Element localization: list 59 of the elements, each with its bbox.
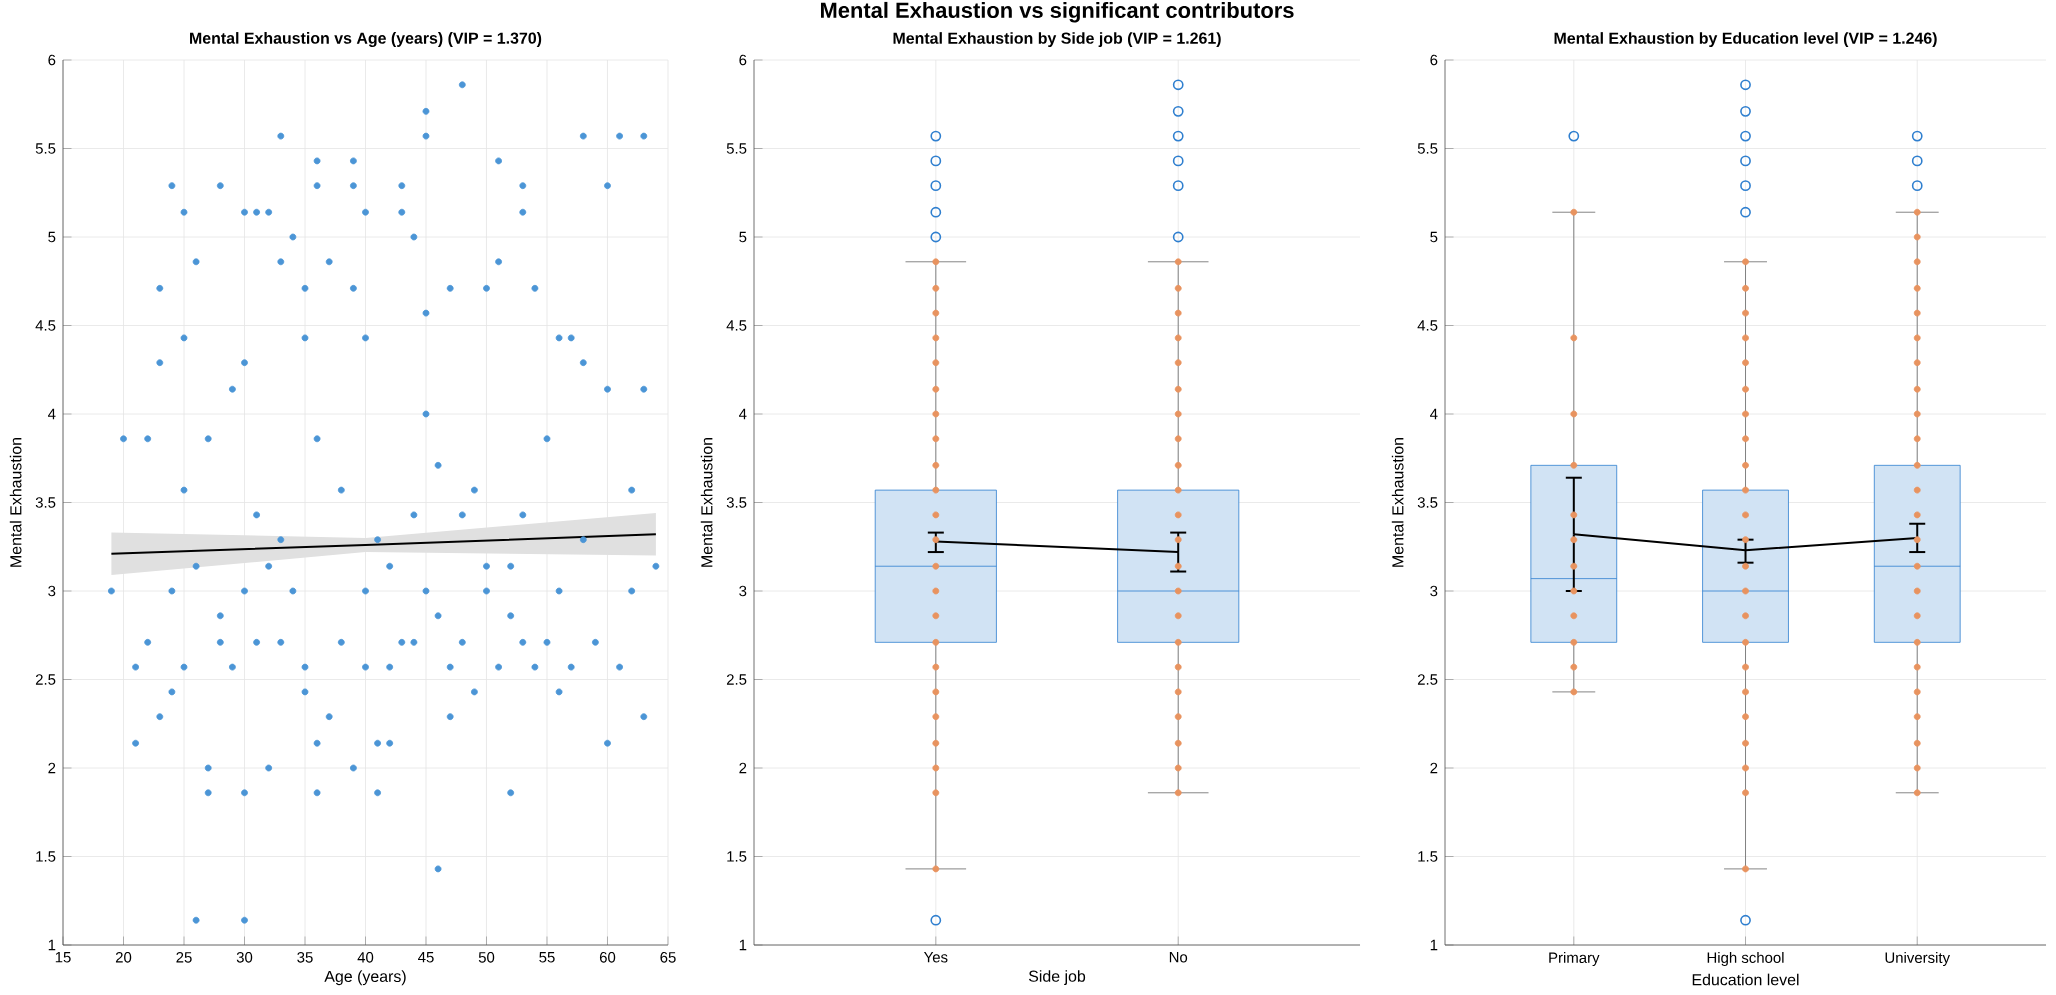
y-tick-label: 5 [739,231,747,243]
x-tick-label: Yes [923,952,948,963]
y-axis-title: Mental Exhaustion [700,437,713,567]
y-tick-label: 4 [47,408,56,420]
y-tick-label: 4 [739,408,747,420]
y-tick-label: 6 [1430,54,1438,66]
y-tick-label: 3.5 [1417,497,1438,508]
y-tick-label: 3.5 [726,497,747,508]
y-tick-label: 3 [48,585,56,597]
y-tick-label: 2.5 [1417,674,1438,685]
y-tick-label: 2.5 [35,674,56,685]
x-tick-label: 55 [539,952,555,963]
y-tick-label: 1 [48,939,56,951]
chart-title: Mental Exhaustion vs significant contributors [821,1,1294,23]
y-tick-label: 1.5 [36,851,56,862]
y-tick-label: 4 [1430,408,1438,420]
y-tick-label: 6 [739,54,747,66]
x-tick-label: 30 [236,952,253,963]
x-tick-label: 65 [660,952,676,963]
x-tick-label: 45 [418,952,434,963]
x-axis-title: Education level [1692,973,1799,986]
y-tick-label: 5.5 [35,143,56,154]
y-tick-label: 3 [739,585,747,597]
y-tick-label: 5 [48,231,56,243]
y-tick-label: 5 [1430,231,1438,243]
chart-subtitle: Mental Exhaustion by Side job (VIP = 1.261) [893,32,1221,48]
x-tick-label: 40 [357,952,374,963]
chart-title: Mental Exhaustion by Education level (VIP = 1.246) [1554,32,1937,48]
y-tick-label: 4.5 [726,320,747,331]
y-axis-title: Mental Exhaustion [9,437,22,567]
x-tick-label: 50 [478,952,495,963]
x-tick-label: 60 [599,952,616,963]
y-tick-label: 3 [1430,585,1438,597]
y-tick-label: 3.5 [35,497,56,508]
y-tick-label: 1 [739,939,747,951]
y-tick-label: 4.5 [1417,320,1438,331]
y-tick-label: 1 [1430,939,1438,951]
y-axis-title: Mental Exhaustion [1391,437,1404,567]
y-tick-label: 2 [739,762,747,774]
y-tick-label: 1.5 [1418,851,1438,862]
x-tick-label: Primary [1549,952,1600,966]
x-tick-label: High school [1707,952,1784,966]
chart-title: Mental Exhaustion vs Age (years) (VIP = 1.370) [190,32,542,47]
y-tick-label: 5.5 [1417,143,1438,154]
y-tick-label: 2 [1430,762,1438,774]
x-tick-label: 35 [297,952,313,963]
x-tick-label: 20 [115,952,132,963]
y-tick-label: 2 [48,762,56,774]
y-tick-label: 6 [48,54,56,66]
y-tick-label: 5.5 [726,143,747,154]
x-tick-label: No [1169,952,1188,963]
y-tick-label: 1.5 [727,851,747,862]
y-tick-label: 2.5 [726,674,747,685]
x-axis-title: Side job [1028,970,1086,986]
x-tick-label: 25 [176,952,192,963]
x-axis-title: Age (years) [324,970,406,986]
y-tick-label: 4.5 [35,320,56,331]
x-tick-label: University [1885,952,1950,966]
x-tick-label: 15 [55,952,71,963]
